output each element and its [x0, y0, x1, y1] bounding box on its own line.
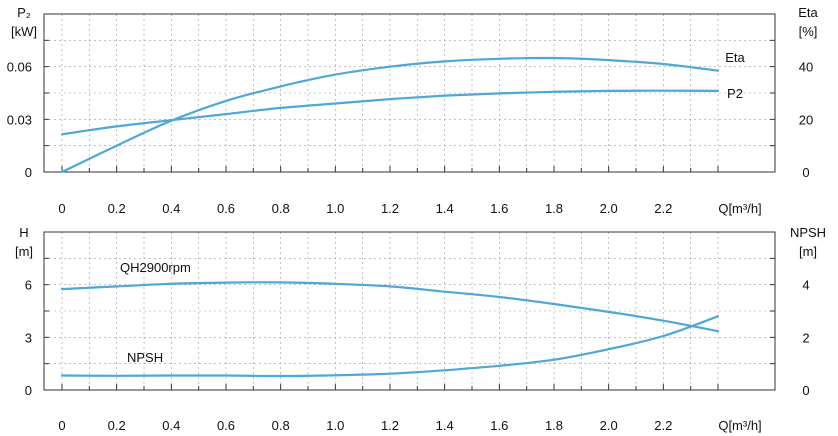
right-tick-label: 0: [802, 165, 809, 180]
x-tick-label: 2.0: [600, 418, 618, 433]
x-tick-label: 0.2: [108, 201, 126, 216]
left-tick-label: 0: [25, 165, 32, 180]
right-axis-label: Eta: [798, 5, 818, 20]
right-tick-label: 2: [802, 330, 809, 345]
series-label-eta: Eta: [725, 50, 745, 65]
left-axis-unit: [kW]: [11, 24, 37, 39]
series-label-qh2900rpm: QH2900rpm: [120, 260, 191, 275]
x-tick-label: 1.6: [490, 418, 508, 433]
left-axis-unit: [m]: [15, 244, 33, 259]
left-axis-label: H: [19, 225, 28, 240]
x-tick-label: 2.0: [600, 201, 618, 216]
x-tick-label: 2.2: [654, 201, 672, 216]
x-tick-label: 1.8: [545, 201, 563, 216]
series-line-qh2900rpm: [60, 281, 720, 333]
right-axis-label: NPSH: [790, 225, 826, 240]
x-axis-label: Q[m³/h]: [718, 418, 761, 433]
x-tick-label: 0: [58, 418, 65, 433]
x-tick-label: 2.2: [654, 418, 672, 433]
x-tick-label: 1.8: [545, 418, 563, 433]
right-tick-label: 20: [799, 112, 813, 127]
x-tick-label: 0: [58, 201, 65, 216]
x-tick-label: 1.0: [326, 201, 344, 216]
right-tick-label: 40: [799, 60, 813, 75]
x-tick-label: 0.6: [217, 418, 235, 433]
x-tick-label: 0.4: [162, 418, 180, 433]
left-tick-label: 6: [25, 278, 32, 293]
left-tick-label: 0.06: [7, 60, 32, 75]
x-tick-label: 1.4: [436, 418, 454, 433]
left-axis-label: P₂: [17, 5, 31, 20]
right-tick-label: 4: [802, 278, 809, 293]
left-tick-label: 0.03: [7, 112, 32, 127]
right-axis-unit: [m]: [799, 244, 817, 259]
right-axis-unit: [%]: [799, 24, 818, 39]
series-line-npsh: [60, 315, 720, 378]
x-tick-label: 1.0: [326, 418, 344, 433]
chart-panel-1: 0 0.2 0.4 0.6 0.8 1.0 1.2 1.4 1.6 1.8 2.0 2.2 Q[m³/h…: [7, 5, 819, 216]
right-tick-label: 0: [802, 383, 809, 398]
grid-lines: [44, 232, 775, 390]
x-tick-label: 1.2: [381, 418, 399, 433]
x-tick-label: 0.8: [272, 418, 290, 433]
x-tick-label: 0.4: [162, 201, 180, 216]
x-tick-label: 1.4: [436, 201, 454, 216]
left-tick-label: 3: [25, 330, 32, 345]
left-tick-label: 0: [25, 383, 32, 398]
chart-panel-2: 0 0.2 0.4 0.6 0.8 1.0 1.2 1.4 1.6 1.8 2.0 2.2 Q[m³/h…: [15, 225, 826, 433]
x-tick-label: 0.2: [108, 418, 126, 433]
x-tick-label: 1.2: [381, 201, 399, 216]
x-tick-label: 0.8: [272, 201, 290, 216]
series-line-p2: [60, 89, 720, 136]
x-tick-label: 0.6: [217, 201, 235, 216]
x-tick-label: 1.6: [490, 201, 508, 216]
series-label-p2: P2: [727, 86, 743, 101]
grid-lines: [44, 14, 775, 172]
x-axis-label: Q[m³/h]: [718, 201, 761, 216]
series-label-npsh: NPSH: [127, 350, 163, 365]
